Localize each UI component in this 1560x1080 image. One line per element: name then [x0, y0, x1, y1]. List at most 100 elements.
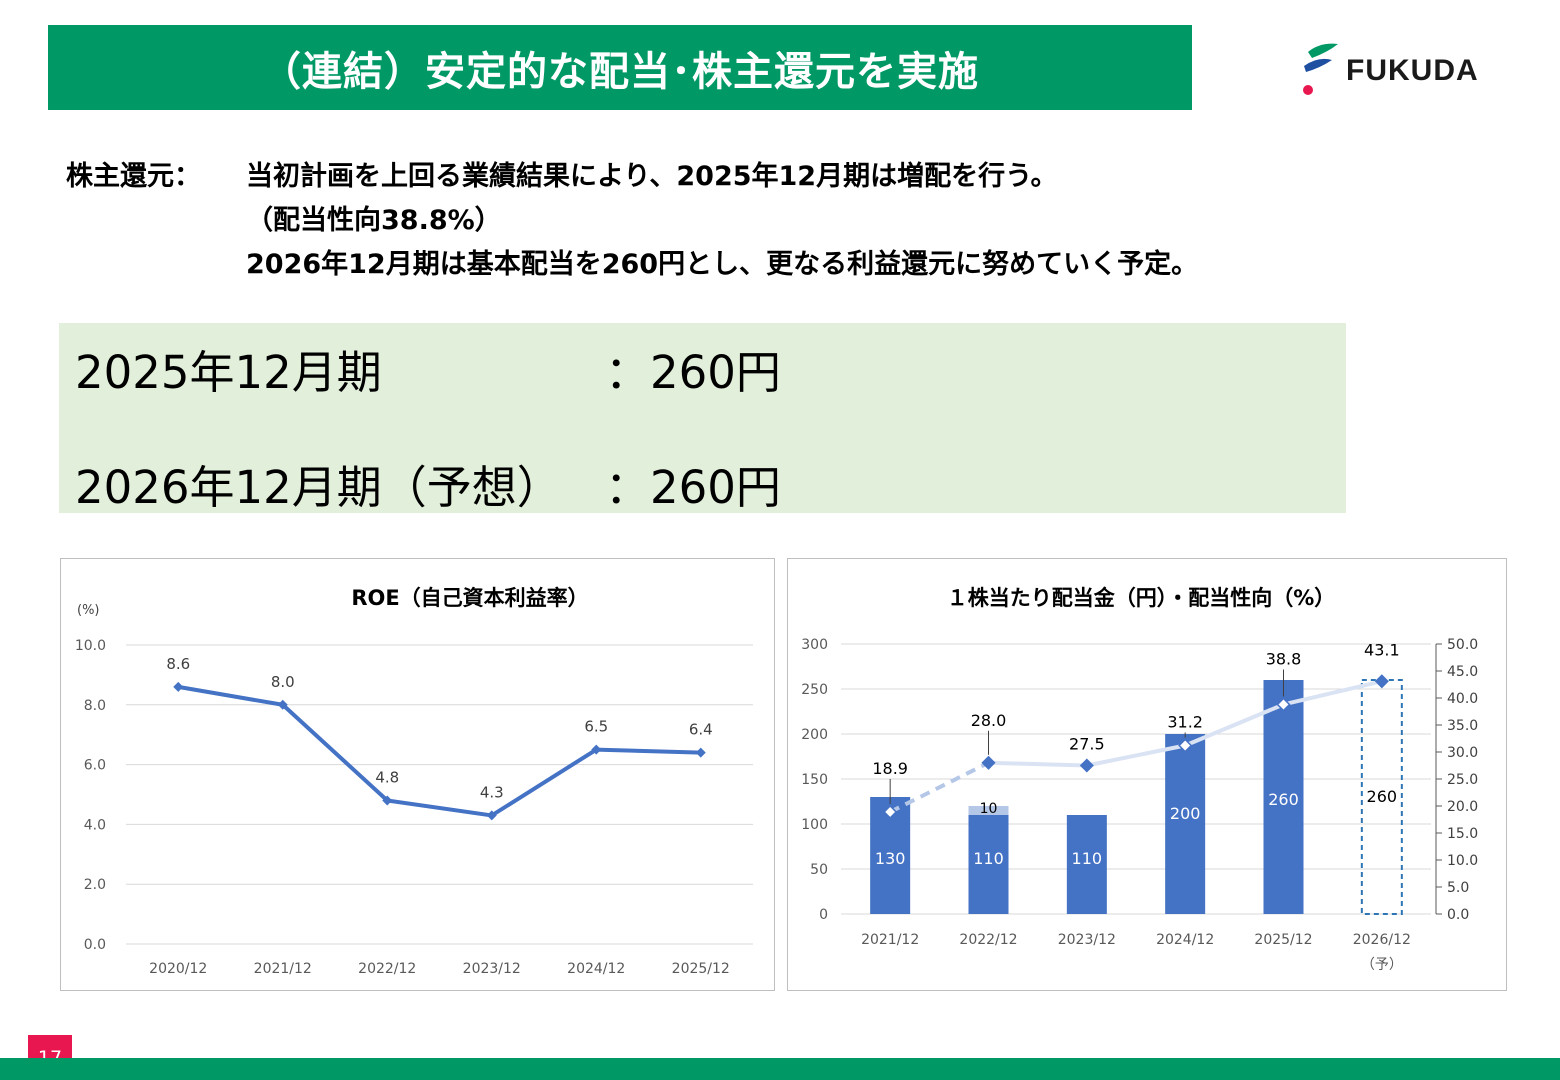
roe-y-tick-label: 0.0	[84, 937, 106, 953]
dividend-x-tick-label: 2025/12	[1254, 932, 1312, 948]
roe-chart-panel: ROE（自己資本利益率） (%) 0.0 2.0 4.0 6.0 8.0 10.0 2020…	[60, 558, 775, 991]
roe-x-tick-label: 2022/12	[358, 961, 416, 977]
dividend-y-right-tick-label: 5.0	[1447, 880, 1469, 896]
payout-data-point	[1178, 738, 1193, 753]
dividend-bar	[1066, 815, 1107, 914]
roe-chart-title: ROE（自己資本利益率）	[351, 586, 588, 610]
dividend-y-left-tick-label: 100	[801, 817, 828, 833]
dividend-y-left-tick-label: 0	[819, 907, 828, 923]
payout-line-segment	[1086, 743, 1186, 768]
roe-chart: ROE（自己資本利益率） (%) 0.0 2.0 4.0 6.0 8.0 10.0 2020…	[75, 586, 753, 977]
roe-data-label: 8.6	[166, 655, 190, 673]
payout-data-point	[1079, 758, 1094, 773]
roe-x-tick-label: 2025/12	[672, 961, 730, 977]
roe-y-tick-label: 2.0	[84, 877, 106, 893]
roe-y-unit: (%)	[77, 603, 100, 618]
dividend-bar-label: 260	[1367, 787, 1398, 806]
dividend-bar-label: 110	[1072, 849, 1103, 868]
roe-data-label: 8.0	[271, 673, 295, 691]
dividend-commemorative-label: 10	[980, 801, 998, 817]
dividend-bar	[968, 815, 1009, 914]
roe-y-tick-label: 4.0	[84, 817, 106, 833]
roe-y-tick-label: 6.0	[84, 758, 106, 774]
payout-data-label: 18.9	[872, 759, 908, 778]
title-bar: （連結）安定的な配当･株主還元を実施	[48, 25, 1192, 110]
roe-series-line	[177, 684, 701, 818]
shareholder-line-2: （配当性向38.8%）	[246, 205, 502, 236]
dividend-bar	[1165, 734, 1206, 914]
dividend-y-right-tick-label: 50.0	[1447, 637, 1478, 653]
dividend-chart: １株当たり配当金（円）・配当性向（%） 0 50 100 150 200 250 300 0.…	[801, 586, 1478, 973]
dividend-y-left-tick-label: 150	[801, 772, 828, 788]
payout-data-label: 27.5	[1069, 735, 1105, 754]
roe-data-label: 4.3	[480, 783, 504, 801]
roe-data-label: 4.8	[375, 768, 399, 786]
payout-data-label: 31.2	[1167, 713, 1203, 732]
dividend-summary-box: 2025年12月期 ：260円 2026年12月期（予想） ：260円	[59, 323, 1346, 516]
payout-line-segment	[1283, 679, 1383, 707]
dividend-bar	[1263, 680, 1304, 914]
dividend-y-left-tick-label: 250	[801, 682, 828, 698]
payout-data-point	[1276, 697, 1291, 712]
dividend-y-right-tick-label: 35.0	[1447, 718, 1478, 734]
roe-data-point	[695, 747, 706, 758]
dividend-bar-label: 130	[875, 849, 906, 868]
dividend-x-tick-label: 2022/12	[959, 932, 1017, 948]
dividend-y-right-tick-label: 30.0	[1447, 745, 1478, 761]
dividend-forecast-note: （予）	[1361, 957, 1403, 973]
dividend-y-right-tick-label: 45.0	[1447, 664, 1478, 680]
dividend-y-right-tick-label: 10.0	[1447, 853, 1478, 869]
dividend-y-left-tick-label: 300	[801, 637, 828, 653]
dividend-period: 2026年12月期（予想）	[75, 461, 562, 514]
dividend-y-right-tick-label: 0.0	[1447, 907, 1469, 923]
dividend-x-tick-label: 2023/12	[1058, 932, 1116, 948]
dividend-value: ：260円	[605, 461, 781, 514]
dividend-chart-panel: １株当たり配当金（円）・配当性向（%） 0 50 100 150 200 250 300 0.…	[787, 558, 1507, 991]
roe-x-tick-label: 2024/12	[567, 961, 625, 977]
dividend-chart-title: １株当たり配当金（円）・配当性向（%）	[947, 586, 1336, 610]
dividend-y-right-tick-label: 20.0	[1447, 799, 1478, 815]
dividend-row: 2026年12月期（予想） ：260円	[75, 451, 781, 516]
dividend-y-right-tick-label: 15.0	[1447, 826, 1478, 842]
dividend-y-left-tick-label: 50	[810, 862, 828, 878]
dividend-bar-label: 260	[1268, 790, 1299, 809]
roe-data-point	[486, 810, 497, 821]
logo-text: FUKUDA	[1346, 54, 1479, 87]
footer-bar	[0, 1058, 1560, 1080]
roe-y-tick-label: 10.0	[75, 638, 106, 654]
dividend-x-tick-label: 2024/12	[1156, 932, 1214, 948]
dividend-bar-label: 110	[973, 849, 1004, 868]
payout-data-label: 43.1	[1364, 640, 1400, 659]
payout-data-point	[883, 804, 898, 820]
roe-data-label: 6.4	[689, 721, 713, 739]
dividend-commemorative-bar	[968, 806, 1009, 815]
dividend-y-right-tick-label: 25.0	[1447, 772, 1478, 788]
roe-data-label: 6.5	[584, 718, 608, 736]
roe-x-tick-label: 2023/12	[463, 961, 521, 977]
shareholder-line-1: 当初計画を上回る業績結果により、2025年12月期は増配を行う。	[246, 161, 1058, 192]
payout-data-label: 28.0	[971, 711, 1007, 730]
dividend-y-left-tick-label: 200	[801, 727, 828, 743]
dividend-period: 2025年12月期	[75, 346, 382, 399]
payout-data-point	[981, 755, 996, 770]
page-title: （連結）安定的な配当･株主還元を実施	[261, 48, 979, 95]
fukuda-logo-icon	[1303, 43, 1338, 95]
dividend-value: ：260円	[605, 346, 781, 399]
payout-data-label: 38.8	[1266, 649, 1302, 668]
payout-data-point	[1374, 674, 1389, 689]
dividend-row: 2025年12月期 ：260円	[75, 336, 781, 401]
roe-data-point	[173, 681, 184, 692]
roe-y-tick-label: 8.0	[84, 698, 106, 714]
payout-line-segment	[988, 760, 1087, 768]
roe-x-tick-label: 2020/12	[149, 961, 207, 977]
shareholder-label: 株主還元：	[66, 161, 201, 192]
dividend-bar-label: 200	[1170, 804, 1201, 823]
roe-data-point	[382, 795, 393, 806]
payout-line-segment	[889, 761, 990, 814]
shareholder-line-3: 2026年12月期は基本配当を260円とし、更なる利益還元に努めていく予定。	[246, 249, 1199, 280]
dividend-x-tick-label: 2026/12	[1353, 932, 1411, 948]
roe-data-point	[591, 744, 602, 755]
roe-x-tick-label: 2021/12	[254, 961, 312, 977]
payout-line-segment	[1184, 702, 1285, 748]
roe-data-point	[277, 699, 288, 710]
